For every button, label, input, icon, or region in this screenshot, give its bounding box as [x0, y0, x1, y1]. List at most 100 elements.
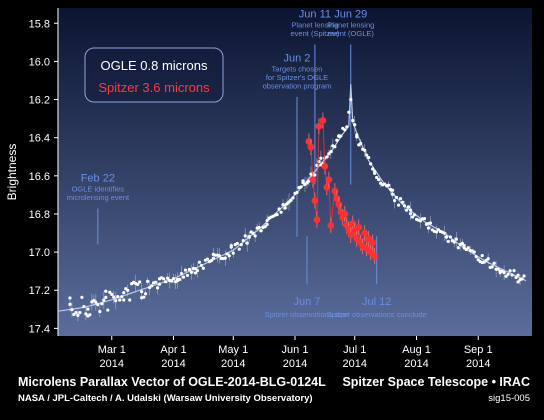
ogle-point — [506, 272, 510, 276]
ogle-point — [197, 260, 202, 264]
ogle-point — [335, 138, 339, 142]
ogle-point — [88, 313, 92, 317]
ogle-point — [452, 240, 456, 244]
microlensing-chart: 15.8 16.0 16.2 16.4 16.6 16.8 17.0 17.2 17.4 Mar… — [5, 8, 532, 370]
ogle-point — [106, 308, 110, 312]
annotation-text: Planet lensing — [327, 21, 374, 30]
ogle-point — [295, 190, 299, 195]
ogle-point — [496, 267, 500, 271]
ogle-point — [146, 279, 150, 283]
ogle-point — [201, 266, 205, 270]
ogle-point — [426, 226, 431, 230]
annotation: Jul 12 Spitzer observations conclude — [327, 236, 427, 319]
ogle-point — [181, 275, 186, 279]
ogle-point — [434, 230, 439, 234]
mission-label: Spitzer Space Telescope • IRAC — [342, 375, 530, 389]
ogle-point — [283, 206, 287, 210]
ogle-point — [138, 280, 142, 284]
spitzer-point — [315, 122, 323, 130]
ogle-point — [504, 274, 508, 278]
ogle-point — [94, 300, 98, 304]
ogle-point — [104, 289, 108, 293]
ogle-point — [104, 295, 108, 299]
ogle-point — [136, 282, 140, 286]
ogle-point — [161, 277, 166, 281]
ogle-point — [235, 241, 239, 246]
spitzer-series — [305, 112, 379, 264]
ogle-point — [84, 312, 88, 316]
ogle-point — [153, 280, 158, 284]
y-tick-label: 17.0 — [29, 247, 50, 259]
y-tick-label: 16.6 — [29, 171, 50, 183]
ogle-point — [229, 244, 233, 248]
ogle-point — [448, 235, 452, 239]
ogle-point — [339, 134, 343, 138]
spitzer-point — [307, 143, 315, 151]
ogle-point — [102, 298, 106, 302]
ogle-point — [442, 231, 446, 235]
ogle-point — [460, 241, 464, 245]
annotation-text: OGLE identifies — [72, 185, 125, 194]
x-tick-year: 2014 — [466, 358, 490, 370]
ogle-point — [259, 229, 263, 233]
ogle-point — [193, 267, 198, 271]
annotation-text: event (Spitzer) — [291, 29, 340, 38]
ogle-point — [313, 173, 317, 177]
ogle-point — [365, 153, 369, 157]
ogle-point — [373, 171, 377, 175]
ogle-point — [116, 294, 120, 299]
ogle-point — [169, 279, 174, 283]
ogle-point — [241, 238, 245, 243]
ogle-point — [126, 288, 130, 293]
annotation-date: Jul 12 — [362, 296, 391, 308]
ogle-point — [263, 225, 267, 229]
ogle-point — [444, 235, 448, 239]
spitzer-point — [361, 229, 369, 237]
spitzer-point — [341, 210, 349, 218]
ogle-point — [227, 254, 231, 258]
ogle-point — [122, 291, 126, 295]
x-tick-label: May 1 — [218, 344, 248, 356]
ogle-point — [70, 308, 74, 312]
x-axis: Mar 1 2014 Apr 1 2014 May 1 2014 Jun 1 2014 Jul … — [98, 336, 493, 370]
legend-box — [84, 47, 224, 103]
ogle-point — [390, 188, 395, 192]
ogle-point — [120, 295, 124, 299]
ogle-point — [253, 234, 257, 238]
ogle-point — [165, 276, 170, 280]
ogle-point — [510, 273, 514, 277]
x-tick-label: Jun 1 — [282, 344, 309, 356]
ogle-point — [301, 179, 305, 183]
ogle-point — [353, 123, 357, 127]
ogle-point — [400, 200, 405, 204]
ogle-point — [396, 203, 401, 207]
ogle-point — [355, 133, 359, 137]
ogle-point — [390, 192, 395, 196]
spitzer-point — [369, 239, 377, 246]
ogle-point — [404, 208, 409, 212]
ogle-point — [345, 125, 349, 129]
ogle-point — [122, 298, 126, 302]
ogle-point — [209, 259, 213, 263]
ogle-point — [408, 208, 413, 212]
ogle-point — [82, 304, 86, 309]
annotation-text: Spitzer observations conclude — [327, 310, 427, 319]
ogle-point — [333, 145, 337, 149]
y-axis: 15.8 16.0 16.2 16.4 16.6 16.8 17.0 17.2 17.4 — [29, 8, 59, 336]
ogle-point — [205, 257, 209, 261]
ogle-point — [394, 195, 399, 200]
ogle-point — [114, 299, 118, 303]
ogle-point — [144, 292, 148, 296]
ogle-point — [183, 268, 188, 272]
ogle-point — [520, 277, 524, 281]
ogle-point — [110, 292, 114, 297]
annotation-date: Jun 29 — [334, 9, 367, 21]
y-tick-label: 16.4 — [29, 133, 50, 145]
ogle-point — [247, 235, 251, 239]
ogle-point — [512, 269, 516, 273]
ogle-point — [189, 270, 194, 274]
ogle-point — [375, 175, 379, 180]
